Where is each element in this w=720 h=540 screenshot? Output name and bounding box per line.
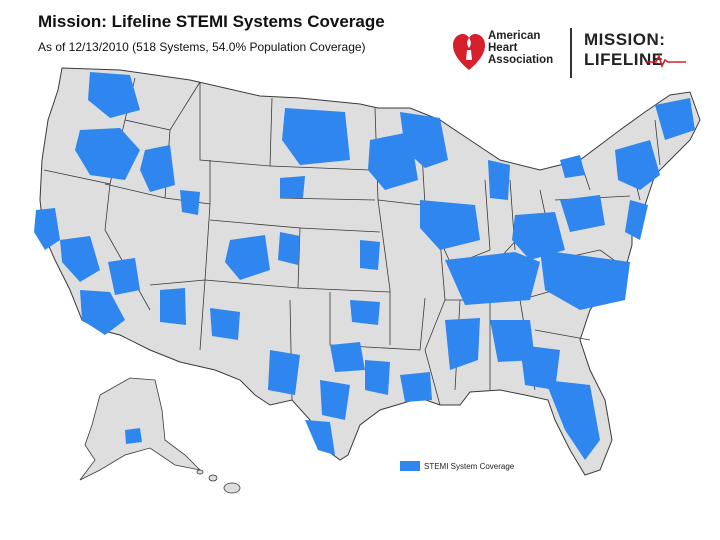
stemi-coverage-regions	[34, 72, 695, 460]
legend-label: STEMI System Coverage	[424, 461, 515, 471]
map-title: Mission: Lifeline STEMI Systems Coverage	[38, 12, 385, 31]
aha-line-3: Association	[488, 54, 554, 66]
logo-divider	[570, 28, 572, 78]
map-legend: STEMI System Coverage	[400, 461, 514, 471]
logo-area: American Heart Association MISSION: LIFE…	[450, 24, 690, 84]
heartbeat-line-icon	[646, 54, 686, 68]
hawaii-shape	[196, 469, 241, 494]
us-coverage-map	[34, 67, 701, 494]
ml-line-1: MISSION:	[584, 30, 666, 49]
map-subtitle: As of 12/13/2010 (518 Systems, 54.0% Pop…	[38, 40, 366, 54]
alaska-coverage	[125, 428, 142, 444]
legend-swatch	[400, 461, 420, 471]
aha-wordmark: American Heart Association	[488, 30, 553, 66]
mission-lifeline-wordmark: MISSION: LIFELINE	[584, 30, 665, 70]
heart-torch-icon	[453, 34, 485, 70]
aha-line-2: Heart	[488, 42, 518, 54]
ml-line-2: LIFELINE	[584, 50, 664, 69]
aha-line-1: American	[488, 30, 541, 42]
